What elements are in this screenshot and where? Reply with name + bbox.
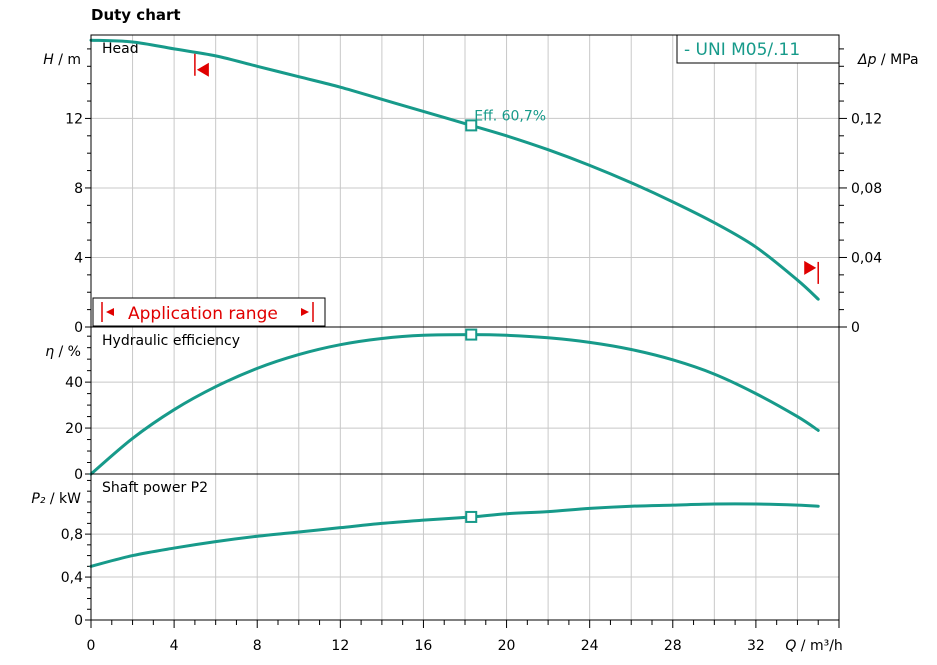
y-tick-label: 0 [74,467,83,483]
x-tick-label: 20 [498,638,516,654]
x-tick-label: 12 [331,638,349,654]
range-start-marker [196,62,209,77]
y-tick-label: 4 [74,250,83,266]
application-range-right-arrow [301,308,309,316]
y-tick-label: 0 [74,613,83,629]
operating-point-marker [465,328,478,341]
operating-point-marker [465,510,478,523]
application-range-box [92,297,326,327]
panel-power: 0 0,4 0,8 P₂ / kW Shaft power P2 [31,473,840,629]
y-tick-label: 0 [74,320,83,336]
right-y-axis-label: Δp / MPa [857,52,919,68]
y-tick-label: 20 [65,421,83,437]
y-tick-label: 40 [65,375,83,391]
y-tick-label: 0,8 [61,527,83,543]
application-range-label: Application range [128,304,278,324]
curve-power [89,502,820,568]
range-end-marker [804,260,817,275]
pump-legend: - UNI M05/.11 [676,34,840,64]
chart-title: Duty chart [91,6,181,24]
panel-title: Head [102,41,139,57]
y-axis-label: P₂ / kW [31,491,81,507]
x-tick-label: 4 [170,638,179,654]
x-tick-label: 24 [581,638,599,654]
y-tick-label: 0,4 [61,570,83,586]
panel-efficiency: 0 20 40 η / % Hydraulic efficiency [45,326,840,483]
x-axis-label: Q / m³/h [785,638,843,654]
y-tick-label: 12 [65,111,83,127]
right-y-tick-label: 0,08 [851,181,882,197]
right-y-tick-label: 0 [851,320,860,336]
efficiency-label: Eff. 60,7% [474,108,546,124]
x-tick-label: 32 [747,638,765,654]
operating-point-marker [465,119,478,132]
x-tick-label: 8 [253,638,262,654]
panel-title: Shaft power P2 [102,480,208,496]
x-tick-label: 28 [664,638,682,654]
curve-efficiency [89,333,820,476]
x-tick-label: 0 [87,638,96,654]
y-axis-label: η / % [45,344,81,360]
panel-head: 0 4 8 12 H / m 0 0,04 0,08 0,12 Δp / MPa Head Eff. … [43,34,919,336]
curve-head [89,38,820,301]
right-y-tick-label: 0,04 [851,250,882,266]
x-tick-label: 16 [415,638,433,654]
y-tick-label: 8 [74,181,83,197]
y-axis-label: H / m [43,52,81,68]
pump-legend-label: - UNI M05/.11 [684,40,800,60]
x-axis: 0 4 8 12 16 20 24 28 32 Q / m³/h [87,620,843,654]
panel-title: Hydraulic efficiency [102,333,240,349]
right-y-tick-label: 0,12 [851,111,882,127]
application-range-left-arrow [106,308,114,316]
pump-legend-box [676,34,840,64]
